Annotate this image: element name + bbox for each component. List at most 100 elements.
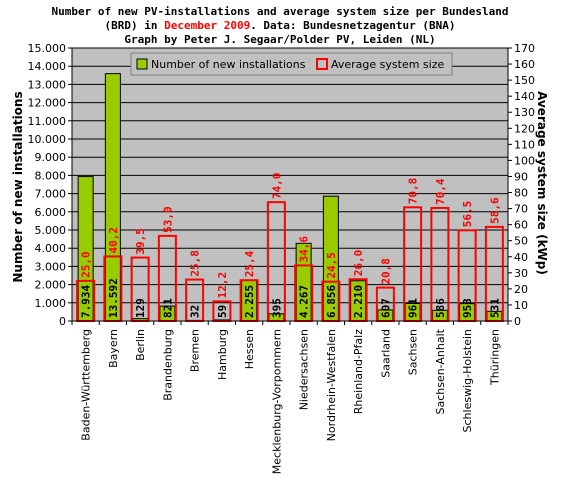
count-data-label: 586 (434, 298, 447, 318)
x-category-label: Nordrhein-Westfalen (325, 329, 338, 441)
y-tick-label-right: 50 (514, 235, 528, 248)
x-category-label: Sachsen (407, 329, 420, 375)
legend-label-count: Number of new installations (151, 58, 306, 71)
count-data-label: 2.255 (243, 285, 256, 318)
y-tick-label-right: 120 (514, 122, 535, 135)
plot-background (71, 47, 509, 322)
x-category-label: Baden-Württemberg (80, 329, 93, 441)
legend-swatch-count (136, 58, 148, 70)
y-tick-label-left: 13.000 (28, 78, 67, 91)
y-tick-label-left: 8.000 (35, 169, 67, 182)
size-data-label: 56,5 (461, 201, 474, 228)
bars (76, 73, 504, 323)
size-data-label: 34,6 (298, 236, 311, 263)
y-tick-label-left: 11.000 (28, 115, 67, 128)
count-data-label: 961 (407, 298, 420, 318)
size-data-label: 12,2 (216, 272, 229, 299)
chart-title-line2-pre: (BRD) in (104, 19, 164, 32)
size-data-label: 39,5 (134, 228, 147, 255)
x-category-label: Rheinland-Pfalz (352, 329, 365, 414)
x-category-label: Hamburg (216, 329, 229, 380)
count-data-label: 13.592 (107, 278, 120, 318)
x-category-label: Hessen (243, 329, 256, 369)
y-tick-label-left: 5.000 (35, 224, 67, 237)
y-tick-label-right: 30 (514, 267, 528, 280)
y-tick-label-left: 2.000 (35, 279, 67, 292)
y-tick-label-right: 160 (514, 58, 535, 71)
legend-swatch-size (316, 58, 328, 70)
count-data-label: 7.934 (80, 285, 93, 318)
size-data-label: 25,0 (80, 251, 93, 278)
count-data-label: 129 (134, 298, 147, 318)
size-data-label: 25,4 (243, 250, 256, 277)
size-data-label: 70,4 (434, 178, 447, 205)
y-tick-label-right: 110 (514, 138, 535, 151)
plot-area (71, 47, 509, 322)
y-tick-label-right: 10 (514, 299, 528, 312)
y-tick-label-left: 10.000 (28, 133, 67, 146)
x-category-label: Schleswig-Holstein (461, 329, 474, 432)
chart-title-highlight: December 2009 (164, 19, 250, 32)
count-data-label: 395 (270, 298, 283, 318)
y-tick-label-right: 170 (514, 42, 535, 55)
x-category-label: Niedersachsen (298, 329, 311, 410)
chart-title-line2-post: . Data: Bundesnetzagentur (BNA) (250, 19, 455, 32)
y-axis-title-left: Number of new installations (11, 91, 25, 282)
legend-box (130, 52, 453, 76)
size-data-label: 24,5 (325, 252, 338, 279)
y-tick-label-right: 80 (514, 187, 528, 200)
x-category-label: Thüringen (488, 329, 501, 386)
count-data-label: 607 (379, 298, 392, 318)
y-tick-label-right: 150 (514, 74, 535, 87)
size-data-label: 53,0 (161, 206, 174, 233)
y-axis-title-right: Average system size (kWp) (535, 91, 549, 275)
size-data-label: 58,6 (488, 197, 501, 224)
y-tick-label-left: 4.000 (35, 242, 67, 255)
y-tick-label-right: 20 (514, 283, 528, 296)
count-data-label: 531 (488, 298, 501, 318)
size-data-label: 25,8 (189, 250, 202, 277)
chart-title-line1: Number of new PV-installations and avera… (52, 5, 509, 18)
x-category-label: Bayern (107, 329, 120, 368)
y-tick-label-right: 100 (514, 154, 535, 167)
y-tick-label-right: 130 (514, 106, 535, 119)
y-tick-label-right: 60 (514, 219, 528, 232)
count-data-label: 32 (189, 305, 202, 318)
x-category-label: Berlin (134, 329, 147, 361)
x-category-label: Sachsen-Anhalt (434, 328, 447, 414)
size-data-label: 40,2 (107, 227, 120, 254)
y-tick-label-right: 70 (514, 203, 528, 216)
legend-label-size: Average system size (331, 58, 444, 71)
count-data-label: 59 (216, 305, 229, 318)
size-data-label: 26,0 (352, 250, 365, 277)
y-tick-label-right: 140 (514, 90, 535, 103)
x-category-label: Brandenburg (161, 329, 174, 401)
y-tick-label-left: 12.000 (28, 97, 67, 110)
chart-title-line2: (BRD) in December 2009. Data: Bundesnetz… (104, 19, 455, 32)
y-tick-label-right: 40 (514, 251, 528, 264)
x-category-label: Bremen (189, 329, 202, 372)
data-labels: 7.934 25,0 13.592 40,2 129 39,5 821 53,0 32 25,8 5… (80, 173, 502, 318)
axes: 0 1.000 2.000 3.000 4.000 5.000 6.000 7.000 8.00… (28, 42, 536, 474)
y-tick-label-left: 3.000 (35, 260, 67, 273)
y-tick-label-right: 90 (514, 170, 528, 183)
y-tick-label-left: 0 (59, 315, 66, 328)
count-data-label: 4.267 (298, 285, 311, 318)
y-tick-label-right: 0 (514, 315, 521, 328)
x-category-label: Saarland (379, 329, 392, 378)
size-data-label: 20,8 (379, 258, 392, 285)
count-data-label: 2.210 (352, 285, 365, 318)
size-data-label: 70,8 (407, 178, 420, 205)
y-tick-label-left: 9.000 (35, 151, 67, 164)
count-data-label: 821 (161, 298, 174, 318)
y-tick-label-left: 14.000 (28, 60, 67, 73)
size-data-label: 74,0 (270, 173, 283, 200)
count-data-label: 953 (461, 298, 474, 318)
x-category-label: Mecklenburg-Vorpommern (270, 329, 283, 474)
y-tick-label-left: 7.000 (35, 188, 67, 201)
y-tick-label-left: 1.000 (35, 297, 67, 310)
count-data-label: 6.856 (325, 285, 338, 318)
y-tick-label-left: 6.000 (35, 206, 67, 219)
